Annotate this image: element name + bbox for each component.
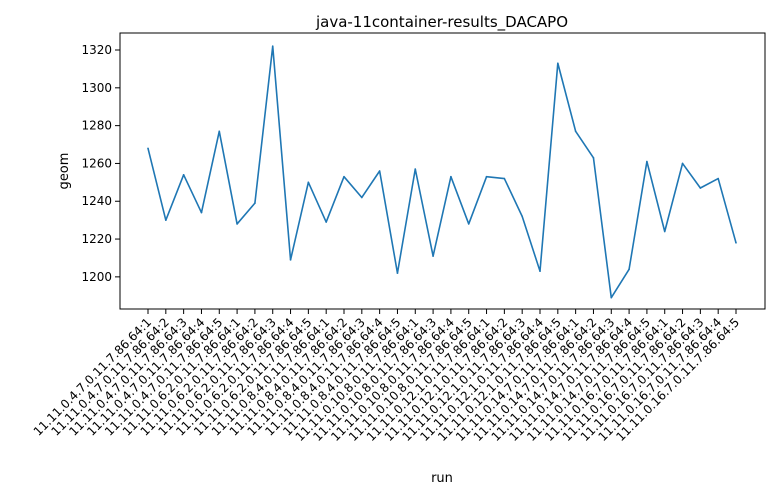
y-tick-label: 1300	[81, 81, 112, 95]
data-point	[450, 175, 452, 178]
data-point	[396, 272, 399, 274]
data-point	[735, 242, 737, 244]
data-point	[467, 223, 470, 225]
data-point	[271, 45, 274, 48]
data-point	[717, 177, 719, 180]
data-point	[503, 177, 506, 180]
data-point	[361, 196, 363, 199]
data-point	[610, 296, 613, 299]
series-line	[147, 45, 737, 299]
y-axis-label: geom	[57, 153, 72, 190]
data-point	[699, 187, 702, 189]
data-point	[521, 215, 523, 218]
x-axis-label: run	[431, 471, 453, 486]
x-axis: 11.11.0.4.7.0.11.7.86.64:111.11.0.4.7.0.…	[31, 309, 742, 444]
data-point	[557, 62, 559, 65]
data-point	[236, 223, 238, 225]
data-point	[200, 211, 203, 214]
data-point	[646, 160, 648, 163]
data-point	[432, 255, 434, 257]
y-tick-label: 1280	[81, 119, 112, 133]
data-point	[165, 219, 167, 221]
data-point	[485, 175, 488, 178]
y-tick-label: 1260	[81, 156, 112, 170]
plot-area	[119, 32, 766, 310]
chart-title: java-11container-results_DACAPO	[315, 13, 568, 32]
data-point	[147, 147, 149, 150]
y-tick-label: 1220	[81, 232, 112, 246]
data-point	[592, 156, 595, 159]
y-tick-label: 1200	[81, 270, 112, 284]
data-point	[289, 259, 292, 261]
data-point	[218, 130, 221, 133]
y-tick-label: 1320	[81, 43, 112, 57]
data-point	[254, 202, 256, 204]
data-point	[663, 230, 666, 233]
data-point	[628, 268, 630, 271]
data-point	[574, 130, 577, 133]
y-axis: 1200 1220 1240 1260 1280 1300 1320	[81, 43, 120, 284]
data-point	[343, 175, 345, 178]
y-tick-label: 1240	[81, 194, 112, 208]
data-point	[539, 270, 541, 272]
data-point	[681, 162, 684, 165]
data-point	[414, 168, 417, 170]
data-point	[307, 181, 310, 184]
data-point	[182, 173, 185, 176]
data-point	[325, 221, 327, 223]
data-point	[378, 170, 381, 172]
